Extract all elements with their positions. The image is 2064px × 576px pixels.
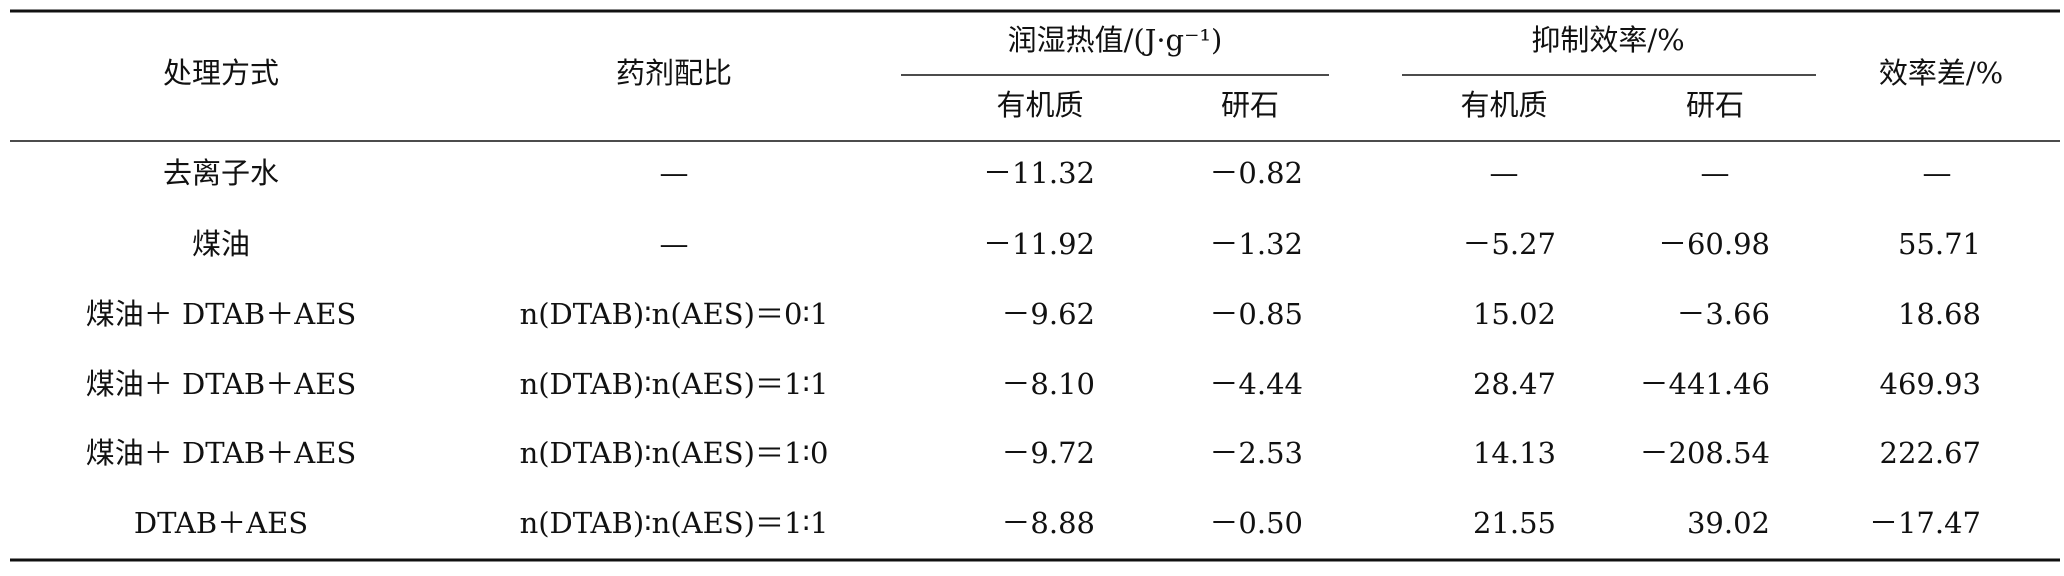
row-label: n(DTAB)∶n(AES)＝0∶1 [520, 297, 829, 331]
row-label: n(DTAB)∶n(AES)＝1∶1 [520, 367, 829, 401]
header-cell: 有机质 [996, 88, 1083, 122]
row-label: DTAB＋AES [134, 506, 308, 540]
header-group: 润湿热值/(J·g⁻¹) [1008, 23, 1223, 57]
row-label: n(DTAB)∶n(AES)＝1∶1 [520, 506, 829, 540]
header-cell: 研石 [1221, 88, 1279, 122]
value-cell: 469.93 [1880, 367, 1981, 401]
value-cell: －4.44 [1209, 367, 1303, 401]
value-cell: －17.47 [1869, 506, 1981, 540]
header-cell: 有机质 [1460, 88, 1547, 122]
value-cell: 21.55 [1473, 506, 1556, 540]
header-cell: 药剂配比 [616, 56, 732, 90]
value-cell: －0.85 [1209, 297, 1303, 331]
value-cell: －8.10 [1001, 367, 1095, 401]
value-cell: 14.13 [1473, 436, 1556, 470]
value-cell: －8.88 [1001, 506, 1095, 540]
value-cell: －11.32 [983, 156, 1095, 190]
value-cell: －11.92 [983, 227, 1095, 261]
value-cell: －9.72 [1001, 436, 1095, 470]
header-group: 抑制效率/% [1531, 23, 1684, 57]
value-cell: －5.27 [1462, 227, 1556, 261]
row-label: 煤油＋ DTAB＋AES [86, 367, 356, 401]
value-cell: 39.02 [1687, 506, 1770, 540]
row-label: 煤油＋ DTAB＋AES [86, 436, 356, 470]
value-cell: －60.98 [1658, 227, 1770, 261]
row-label: — [660, 227, 689, 261]
value-cell: — [1701, 156, 1730, 190]
value-cell: －3.66 [1676, 297, 1770, 331]
row-label: 煤油＋ DTAB＋AES [86, 297, 356, 331]
row-label: — [660, 156, 689, 190]
value-cell: 28.47 [1473, 367, 1556, 401]
row-label: 去离子水 [163, 156, 279, 190]
value-cell: 55.71 [1898, 227, 1981, 261]
value-cell: 15.02 [1473, 297, 1556, 331]
value-cell: －0.82 [1209, 156, 1303, 190]
value-cell: －208.54 [1640, 436, 1770, 470]
value-cell: －0.50 [1209, 506, 1303, 540]
value-cell: 222.67 [1880, 436, 1981, 470]
value-cell: — [1490, 156, 1519, 190]
value-cell: — [1923, 156, 1952, 190]
value-cell: －2.53 [1209, 436, 1303, 470]
value-cell: 18.68 [1898, 297, 1981, 331]
value-cell: －441.46 [1640, 367, 1770, 401]
value-cell: －9.62 [1001, 297, 1095, 331]
row-label: n(DTAB)∶n(AES)＝1∶0 [520, 436, 829, 470]
header-cell: 研石 [1686, 88, 1744, 122]
header-cell: 效率差/% [1879, 56, 2003, 90]
header-cell: 处理方式 [163, 56, 279, 90]
row-label: 煤油 [192, 227, 250, 261]
value-cell: －1.32 [1209, 227, 1303, 261]
